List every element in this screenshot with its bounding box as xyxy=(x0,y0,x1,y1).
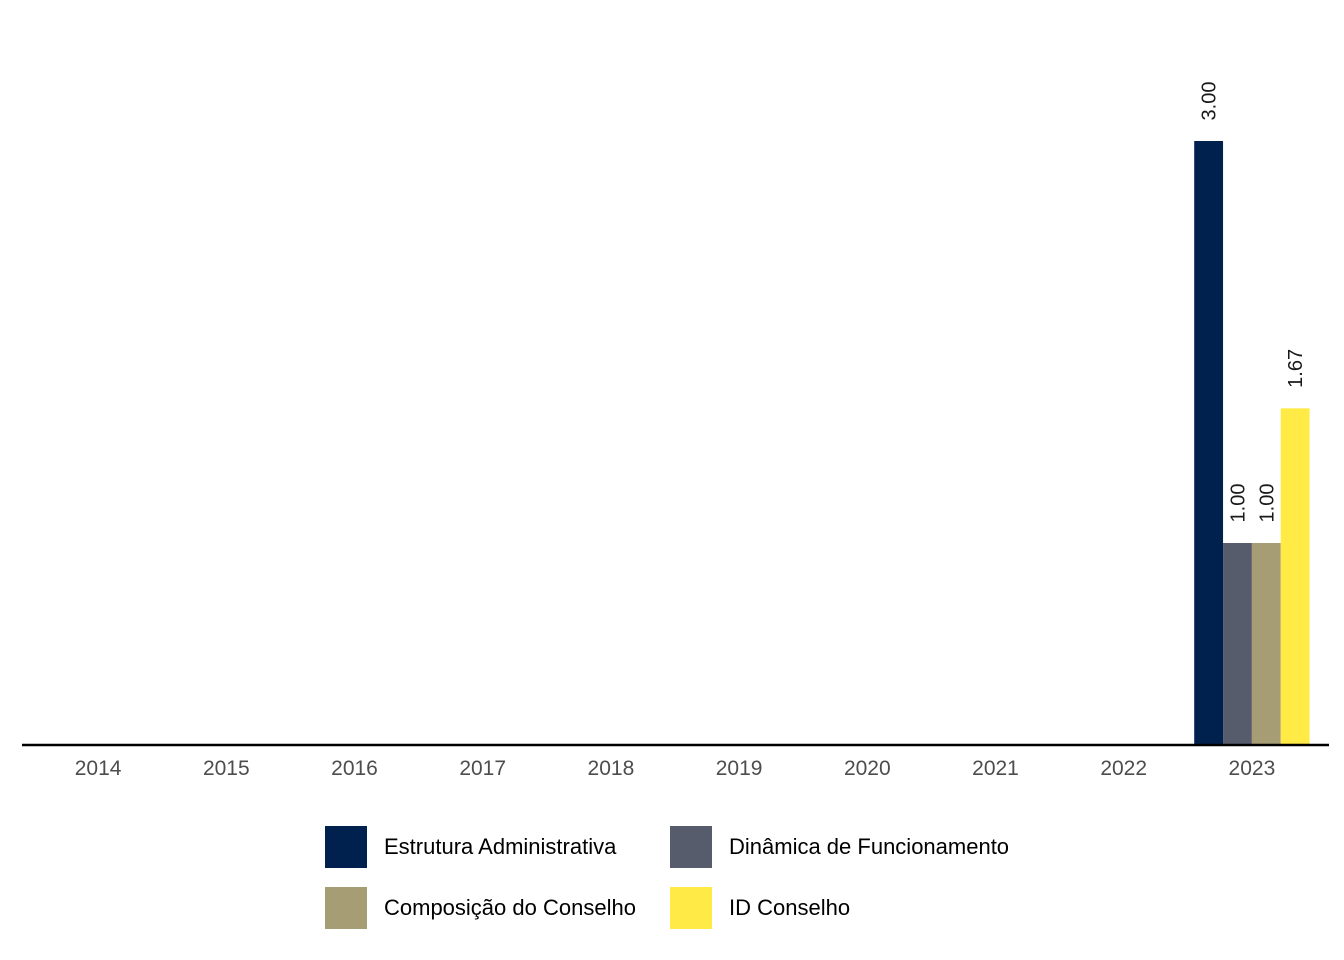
legend-label-estrutura-administrativa: Estrutura Administrativa xyxy=(384,834,617,859)
bar-2023-series-2 xyxy=(1251,543,1281,744)
x-tick-label-2018: 2018 xyxy=(588,757,635,780)
legend-item-estrutura-administrativa: Estrutura Administrativa xyxy=(325,826,616,868)
bar-2023-series-3 xyxy=(1280,408,1310,744)
legend-swatch-estrutura-administrativa xyxy=(325,826,367,868)
x-tick-label-2017: 2017 xyxy=(459,757,506,780)
x-tick-label-2023: 2023 xyxy=(1229,757,1276,780)
x-tick-label-2015: 2015 xyxy=(203,757,250,780)
legend-label-dinamica-de-funcionamento: Dinâmica de Funcionamento xyxy=(729,834,1010,859)
legend-item-composicao-do-conselho: Composição do Conselho xyxy=(325,887,636,929)
bar-2023-series-0 xyxy=(1194,141,1224,744)
data-label-2023-series-0: 3.00 xyxy=(1199,82,1221,121)
x-tick-label-2019: 2019 xyxy=(716,757,763,780)
x-tick-label-2016: 2016 xyxy=(331,757,378,780)
legend-swatch-id-conselho xyxy=(670,887,712,929)
bars-group xyxy=(1194,141,1310,744)
bar-2023-series-1 xyxy=(1223,543,1252,744)
legend-swatch-composicao-do-conselho xyxy=(325,887,367,929)
legend-label-composicao-do-conselho: Composição do Conselho xyxy=(384,895,636,920)
data-label-2023-series-1: 1.00 xyxy=(1227,484,1249,523)
x-tick-label-2020: 2020 xyxy=(844,757,891,780)
legend-label-id-conselho: ID Conselho xyxy=(729,895,851,920)
legend: Estrutura Administrativa Dinâmica de Fun… xyxy=(325,826,1045,930)
legend-item-dinamica-de-funcionamento: Dinâmica de Funcionamento xyxy=(670,826,1009,868)
x-tick-label-2021: 2021 xyxy=(972,757,1019,780)
data-label-2023-series-3: 1.67 xyxy=(1285,349,1307,388)
x-axis-tick-labels: 2014 2015 2016 2017 2018 2019 2020 2021 2022 2023 xyxy=(75,757,1276,780)
legend-item-id-conselho: ID Conselho xyxy=(670,887,850,929)
x-tick-label-2022: 2022 xyxy=(1100,757,1147,780)
data-label-2023-series-2: 1.00 xyxy=(1256,484,1278,523)
data-labels-group: 3.00 1.00 1.00 1.67 xyxy=(1199,82,1308,523)
x-tick-label-2014: 2014 xyxy=(75,757,122,780)
legend-swatch-dinamica-de-funcionamento xyxy=(670,826,712,868)
